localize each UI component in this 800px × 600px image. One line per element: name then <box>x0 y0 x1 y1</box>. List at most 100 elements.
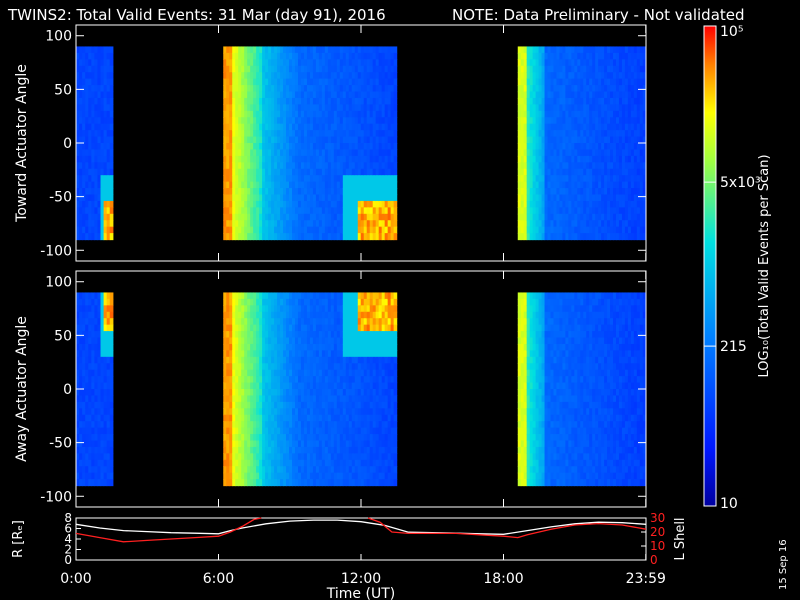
heatmap-cell <box>247 233 251 241</box>
heatmap-cell <box>292 233 296 241</box>
heatmap-cell <box>250 65 254 73</box>
heatmap-cell <box>615 72 620 80</box>
heatmap-cell <box>327 59 332 67</box>
heatmap-cell <box>318 479 323 487</box>
heatmap-cell <box>274 78 278 86</box>
heatmap-cell <box>312 72 317 80</box>
heatmap-cell <box>235 331 239 339</box>
heatmap-cell <box>351 226 356 234</box>
heatmap-cell <box>639 149 644 157</box>
heatmap-cell <box>535 175 540 183</box>
heatmap-cell <box>235 472 239 480</box>
heatmap-cell <box>330 181 335 189</box>
heatmap-cell <box>577 52 581 60</box>
heatmap-cell <box>360 104 365 112</box>
heatmap-cell <box>259 421 263 429</box>
heatmap-cell <box>97 298 102 306</box>
heatmap-cell <box>315 188 320 196</box>
heatmap-cell <box>565 72 569 80</box>
heatmap-cell <box>318 408 323 416</box>
heatmap-cell <box>76 369 80 377</box>
heatmap-cell <box>91 350 96 358</box>
heatmap-cell <box>300 298 305 306</box>
heatmap-cell <box>303 446 308 454</box>
heatmap-cell <box>106 59 111 67</box>
heatmap-cell <box>372 168 377 176</box>
heatmap-cell <box>583 149 587 157</box>
heatmap-cell <box>229 408 233 416</box>
heatmap-cell <box>529 97 534 105</box>
heatmap-cell <box>271 434 275 442</box>
heatmap-cell <box>280 356 284 364</box>
heatmap-cell <box>289 350 293 358</box>
heatmap-cell <box>91 220 96 228</box>
heatmap-cell <box>109 123 114 131</box>
heatmap-cell <box>327 233 332 241</box>
heatmap-cell <box>76 459 80 467</box>
heatmap-cell <box>544 136 549 144</box>
heatmap-cell <box>624 78 629 86</box>
heatmap-cell <box>351 136 356 144</box>
heatmap-cell <box>259 376 263 384</box>
heatmap-cell <box>250 324 254 332</box>
heatmap-cell <box>372 207 377 215</box>
heatmap-cell <box>523 220 528 228</box>
heatmap-cell <box>294 181 299 189</box>
heatmap-cell <box>348 123 353 131</box>
heatmap-cell <box>621 91 626 99</box>
heatmap-cell <box>517 117 522 125</box>
heatmap-cell <box>256 188 260 196</box>
heatmap-cell <box>315 155 320 163</box>
heatmap-cell <box>283 408 287 416</box>
heatmap-cell <box>583 59 587 67</box>
heatmap-cell <box>238 213 242 221</box>
heatmap-cell <box>259 207 263 215</box>
heatmap-cell <box>103 188 108 196</box>
heatmap-cell <box>238 194 242 202</box>
heatmap-cell <box>289 52 293 60</box>
heatmap-cell <box>568 168 572 176</box>
heatmap-cell <box>103 350 108 358</box>
heatmap-cell <box>574 207 578 215</box>
heatmap-cell <box>268 188 272 196</box>
heatmap-cell <box>339 363 344 371</box>
heatmap-cell <box>339 408 344 416</box>
heatmap-cell <box>259 318 263 326</box>
heatmap-cell <box>604 97 608 105</box>
heatmap-cell <box>309 52 314 60</box>
heatmap-cell <box>259 311 263 319</box>
heatmap-cell <box>271 337 275 345</box>
heatmap-cell <box>342 194 347 202</box>
heatmap-cell <box>106 130 111 138</box>
heatmap-cell <box>547 155 552 163</box>
heatmap-cell <box>244 117 248 125</box>
heatmap-cell <box>372 233 377 241</box>
heatmap-cell <box>292 311 296 319</box>
heatmap-cell <box>589 91 593 99</box>
heatmap-cell <box>318 226 323 234</box>
heatmap-cell <box>342 72 347 80</box>
heatmap-cell <box>639 59 644 67</box>
heatmap-cell <box>247 136 251 144</box>
heatmap-cell <box>268 343 272 351</box>
heatmap-cell <box>351 91 356 99</box>
heatmap-cell <box>103 395 108 403</box>
heatmap-cell <box>318 78 323 86</box>
heatmap-cell <box>232 466 236 474</box>
heatmap-cell <box>91 97 96 105</box>
heatmap-cell <box>303 453 308 461</box>
heatmap-cell <box>315 65 320 73</box>
heatmap-cell <box>357 110 362 118</box>
heatmap-cell <box>366 65 371 73</box>
heatmap-cell <box>607 149 611 157</box>
heatmap-cell <box>232 130 236 138</box>
heatmap-cell <box>601 123 605 131</box>
heatmap-cell <box>366 91 371 99</box>
heatmap-cell <box>94 369 99 377</box>
heatmap-cell <box>88 343 92 351</box>
heatmap-cell <box>571 85 575 93</box>
heatmap-cell <box>238 117 242 125</box>
heatmap-cell <box>271 194 275 202</box>
heatmap-cell <box>300 175 305 183</box>
heatmap-cell <box>309 337 314 345</box>
